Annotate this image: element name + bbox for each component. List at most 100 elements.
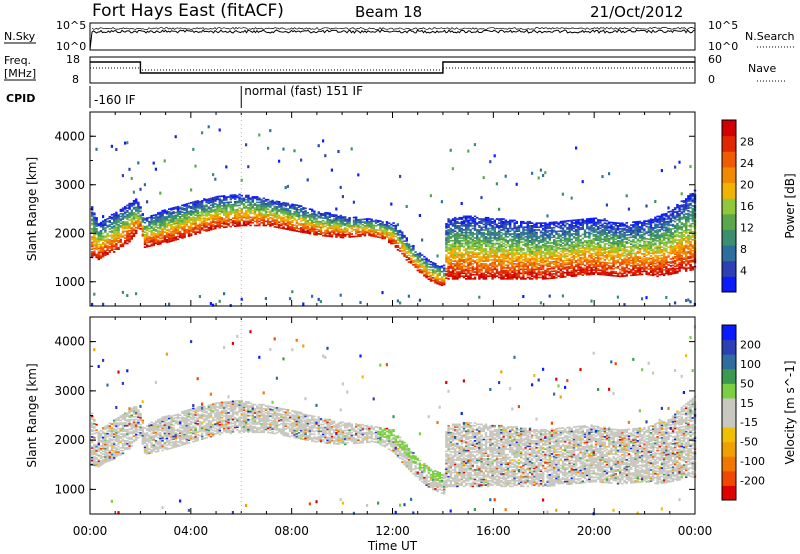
- power-cell: [550, 246, 554, 248]
- power-cell: [577, 231, 580, 233]
- power-cell: [132, 190, 135, 194]
- power-cell: [110, 234, 114, 236]
- power-cell: [212, 173, 215, 177]
- power-cell: [583, 271, 587, 274]
- power-cell: [352, 223, 356, 226]
- power-cell: [447, 239, 450, 242]
- power-cell: [577, 244, 580, 247]
- power-cell: [194, 222, 197, 225]
- power-cell: [253, 208, 257, 210]
- power-cell: [372, 228, 375, 231]
- power-cell: [458, 264, 461, 267]
- power-cell: [438, 283, 441, 286]
- power-cell: [135, 201, 138, 203]
- power-cell: [374, 229, 378, 231]
- power-cell: [447, 233, 450, 235]
- power-cell: [559, 254, 562, 257]
- power-cell: [218, 222, 221, 225]
- power-cell: [465, 238, 468, 241]
- power-cell: [240, 217, 243, 220]
- power-cell: [502, 222, 505, 224]
- power-cell: [513, 263, 516, 265]
- power-cell: [93, 219, 96, 221]
- power-cell: [458, 241, 461, 243]
- power-cell: [333, 227, 336, 230]
- power-cell: [500, 249, 503, 252]
- power-cell: [165, 226, 169, 229]
- power-cell: [91, 211, 94, 214]
- power-cell: [520, 237, 523, 239]
- power-cell: [515, 269, 518, 272]
- power-cell: [597, 268, 600, 270]
- power-cell: [388, 241, 391, 244]
- power-cell: [447, 248, 450, 250]
- power-cell: [575, 230, 578, 232]
- power-cell: [392, 233, 395, 235]
- power-cell: [561, 265, 565, 268]
- power-cell: [597, 239, 600, 242]
- power-cell: [487, 245, 490, 248]
- power-cell: [502, 225, 505, 227]
- power-cell: [194, 210, 197, 212]
- power-cell: [374, 231, 378, 234]
- power-cell: [458, 261, 461, 264]
- power-cell: [561, 255, 565, 258]
- power-cell: [564, 229, 567, 232]
- power-cell: [330, 215, 334, 217]
- power-cell: [269, 211, 272, 214]
- power-cell: [482, 275, 485, 277]
- power-cell: [449, 253, 452, 256]
- power-cell: [396, 234, 400, 236]
- power-cell: [594, 246, 598, 248]
- power-cell: [506, 271, 510, 273]
- power-cell: [405, 205, 408, 208]
- power-cell: [220, 207, 224, 210]
- power-cell: [152, 224, 155, 226]
- power-cell: [196, 227, 199, 229]
- power-cell: [555, 248, 558, 250]
- power-cell: [583, 230, 587, 233]
- power-cell: [511, 233, 514, 235]
- power-cell: [504, 275, 507, 277]
- power-cell: [500, 248, 503, 250]
- power-cell: [152, 243, 155, 245]
- power-cell: [203, 225, 206, 227]
- power-cell: [102, 251, 105, 254]
- power-cell: [335, 217, 338, 219]
- power-cell: [581, 244, 584, 247]
- power-cell: [522, 230, 525, 233]
- power-cell: [555, 247, 558, 249]
- power-cell: [517, 249, 521, 252]
- power-cell: [434, 271, 437, 273]
- power-cell: [108, 241, 111, 244]
- power-cell: [99, 249, 103, 251]
- power-cell: [113, 245, 116, 248]
- power-cell: [163, 239, 166, 241]
- power-cell: [115, 236, 118, 238]
- power-cell: [117, 214, 120, 216]
- power-cell: [489, 269, 492, 272]
- power-cell: [533, 250, 536, 253]
- power-cell: [328, 223, 331, 225]
- power-cell: [370, 220, 373, 222]
- power-cell: [509, 278, 512, 280]
- power-cell: [242, 202, 246, 205]
- power-cell: [108, 249, 111, 252]
- power-cell: [159, 225, 162, 227]
- power-cell: [467, 252, 470, 254]
- power-cell: [170, 224, 173, 226]
- power-cell: [181, 235, 184, 238]
- power-cell: [102, 243, 105, 246]
- power-cell: [99, 224, 103, 227]
- power-cell: [152, 214, 155, 217]
- power-cell: [346, 220, 349, 222]
- power-cell: [542, 276, 545, 279]
- power-cell: [559, 222, 562, 224]
- power-cell: [249, 202, 252, 205]
- power-cell: [506, 257, 510, 260]
- power-cell: [524, 268, 527, 271]
- power-cell: [168, 211, 171, 213]
- power-cell: [93, 217, 96, 220]
- power-cell: [465, 273, 468, 276]
- power-cell: [240, 201, 243, 204]
